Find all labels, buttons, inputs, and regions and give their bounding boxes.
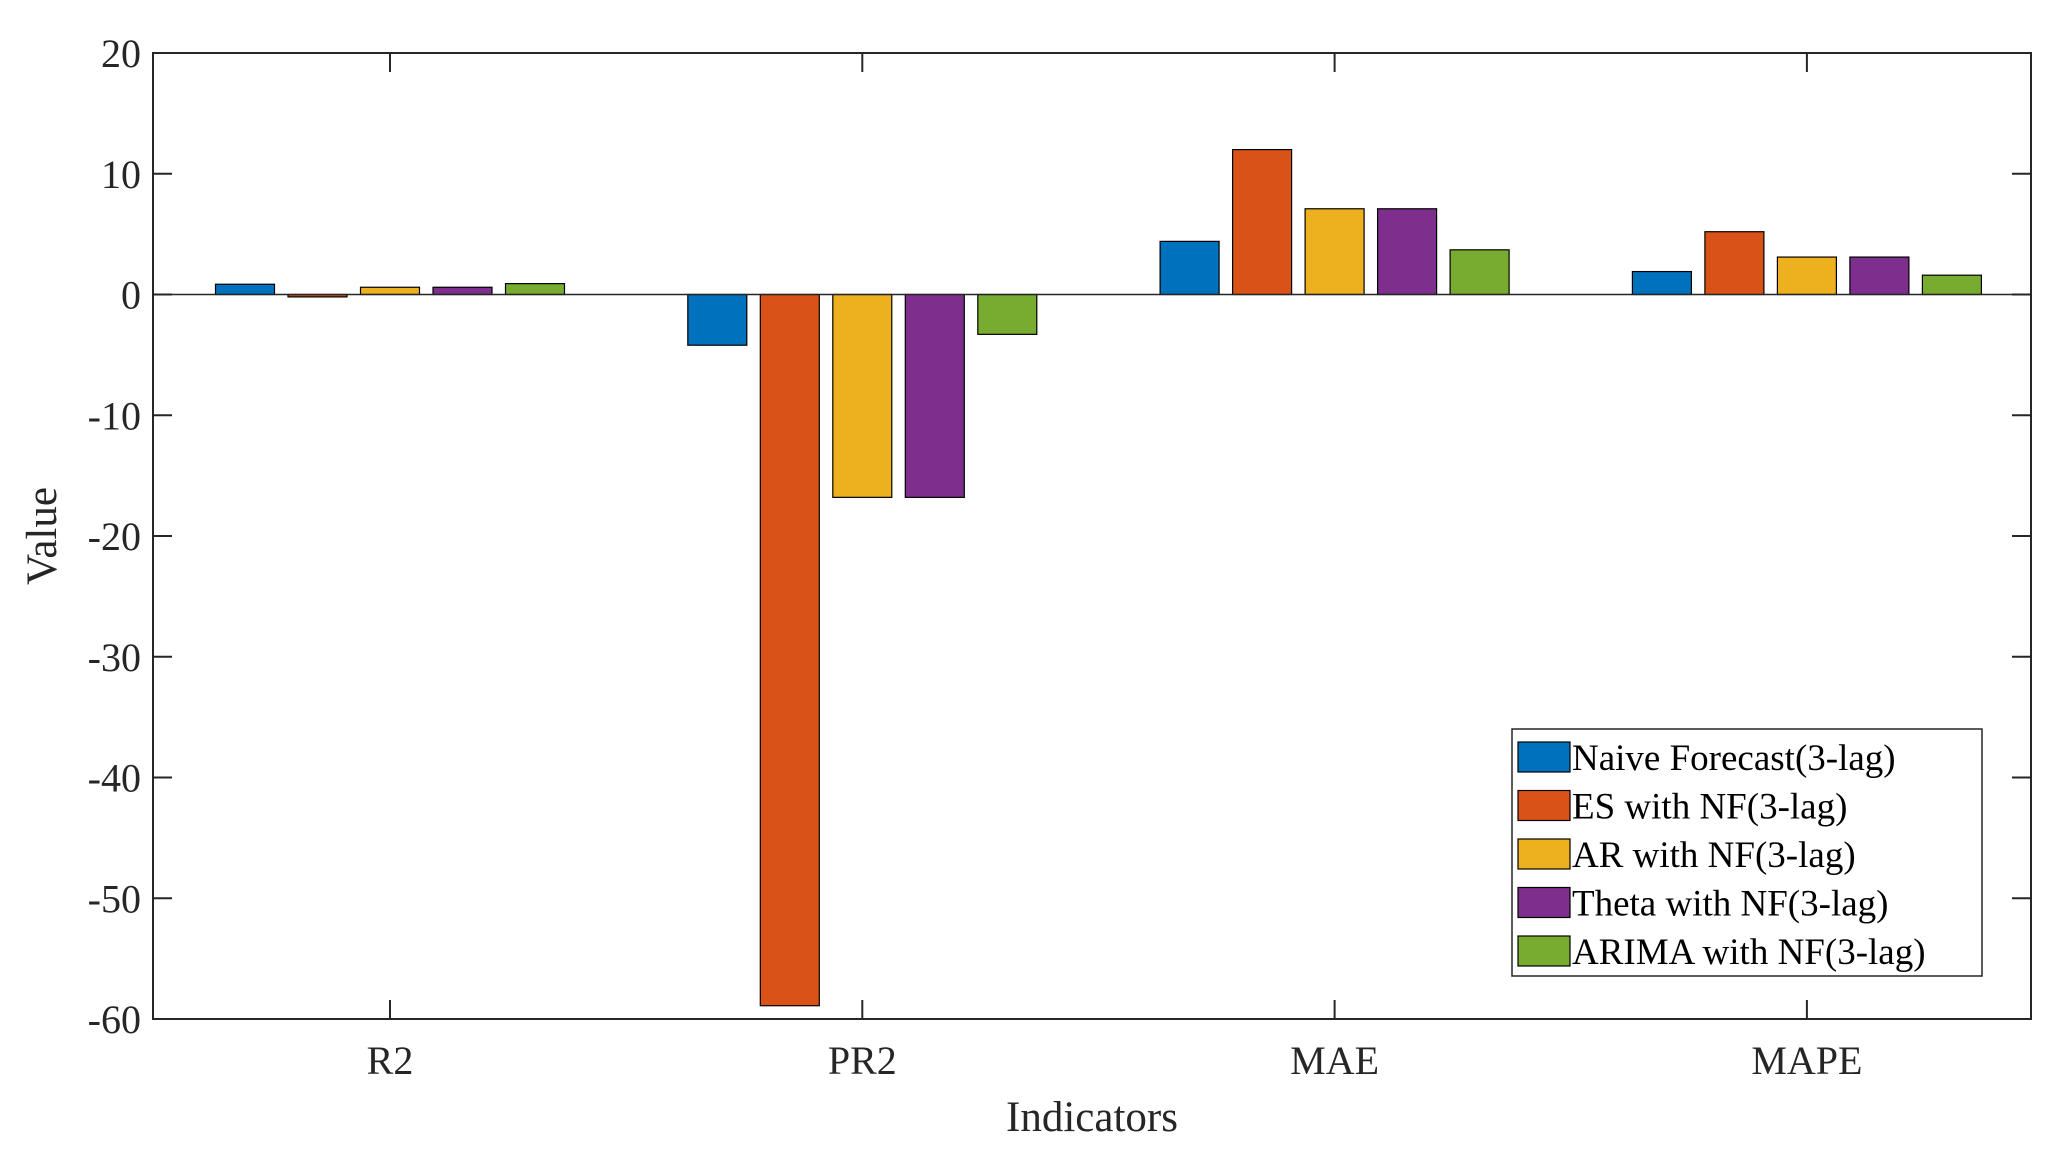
bar-r2-series-4 bbox=[432, 286, 493, 296]
bar-r2-series-3 bbox=[359, 286, 421, 296]
bar-pr2-series-1 bbox=[687, 293, 748, 346]
bars-group bbox=[214, 149, 1983, 1007]
legend-swatch bbox=[1517, 741, 1571, 773]
bar-mae-series-1 bbox=[1159, 240, 1220, 296]
x-tick-label: R2 bbox=[367, 1038, 414, 1083]
y-tick-label: -40 bbox=[88, 756, 141, 801]
x-axis: R2 PR2 MAE MAPE bbox=[367, 53, 1862, 1083]
x-tick-label: MAE bbox=[1290, 1038, 1379, 1083]
bar-r2-series-5 bbox=[504, 283, 566, 296]
bar-mae-series-3 bbox=[1304, 208, 1365, 296]
legend-label: Theta with NF(3-lag) bbox=[1572, 884, 1888, 925]
y-axis: 20 10 0 -10 -20 -30 -40 -50 -60 bbox=[88, 31, 2031, 1042]
legend-swatch bbox=[1517, 886, 1571, 919]
x-axis-title: Indicators bbox=[1006, 1094, 1178, 1141]
legend-label: AR with NF(3-lag) bbox=[1572, 835, 1856, 876]
bar-mape-series-5 bbox=[1921, 274, 1983, 296]
bar-r2-series-1 bbox=[214, 283, 276, 296]
y-tick-label: 20 bbox=[101, 31, 141, 76]
bar-mae-series-4 bbox=[1376, 208, 1438, 296]
legend-swatch bbox=[1517, 838, 1571, 870]
legend-swatch bbox=[1517, 935, 1571, 967]
y-tick-label: -20 bbox=[88, 514, 141, 559]
bar-mae-series-5 bbox=[1449, 249, 1510, 296]
bar-pr2-series-5 bbox=[977, 293, 1038, 335]
bar-mape-series-4 bbox=[1849, 256, 1910, 296]
y-tick-label: -60 bbox=[88, 997, 141, 1042]
y-axis-title: Value bbox=[19, 487, 66, 585]
bar-pr2-series-4 bbox=[904, 293, 965, 498]
x-tick-label: MAPE bbox=[1751, 1038, 1862, 1083]
legend-label: ARIMA with NF(3-lag) bbox=[1572, 932, 1926, 973]
legend-box bbox=[1511, 728, 1983, 977]
y-tick-label: -10 bbox=[88, 393, 141, 438]
bar-pr2-series-2 bbox=[759, 293, 820, 1007]
bar-mape-series-1 bbox=[1631, 270, 1693, 296]
bar-mape-series-3 bbox=[1776, 256, 1838, 296]
x-tick-label: PR2 bbox=[828, 1038, 897, 1083]
y-tick-label: 10 bbox=[101, 152, 141, 197]
y-tick-label: -50 bbox=[88, 876, 141, 921]
legend: Naive Forecast(3-lag) ES with NF(3-lag) AR… bbox=[1511, 728, 1983, 977]
legend-swatch bbox=[1517, 789, 1571, 822]
bar-pr2-series-3 bbox=[832, 293, 893, 498]
y-tick-label: -30 bbox=[88, 635, 141, 680]
bar-mae-series-2 bbox=[1231, 149, 1293, 296]
legend-label: ES with NF(3-lag) bbox=[1572, 787, 1847, 828]
y-tick-label: 0 bbox=[121, 273, 141, 318]
legend-label: Naive Forecast(3-lag) bbox=[1572, 738, 1896, 779]
bar-mape-series-2 bbox=[1704, 231, 1765, 296]
